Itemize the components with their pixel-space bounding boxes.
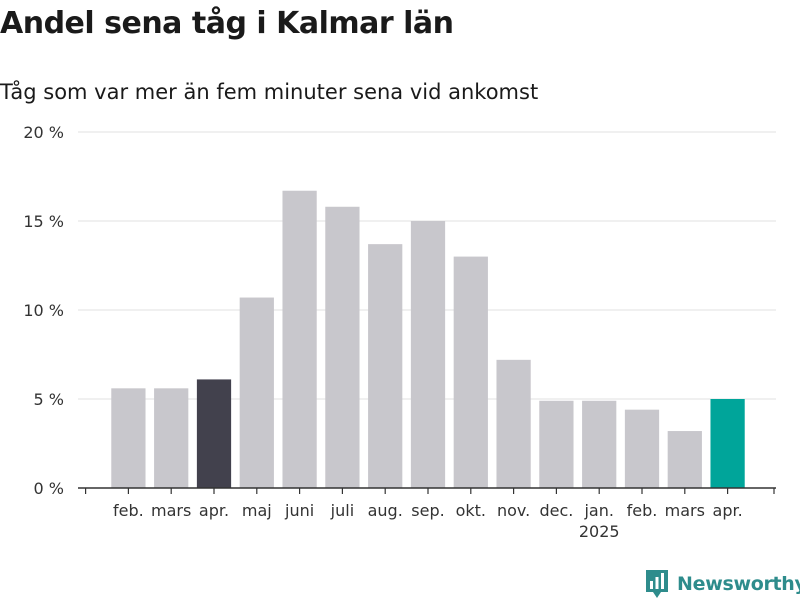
bar	[582, 400, 617, 488]
bars	[111, 190, 745, 489]
bar	[325, 206, 360, 488]
bar	[111, 388, 146, 488]
chart-title: Andel sena tåg i Kalmar län	[0, 6, 454, 41]
y-axis-ticks: 0 % 5 % 10 % 15 % 20 %	[23, 123, 64, 498]
bar	[710, 399, 745, 488]
bar	[667, 431, 702, 488]
bar	[368, 244, 403, 488]
y-tick-label: 15 %	[23, 212, 64, 231]
x-tick-label: mars	[665, 501, 705, 520]
x-tick-label: jan.	[583, 501, 613, 520]
x-tick-label: feb.	[113, 501, 144, 520]
x-tick-label: juni	[284, 501, 314, 520]
x-tick-label: aug.	[368, 501, 403, 520]
x-axis-ticks: feb. mars apr. maj juni juli aug. sep. okt. nov. d…	[113, 501, 743, 541]
x-tick-label: apr.	[713, 501, 743, 520]
bar	[624, 409, 660, 488]
bar	[453, 256, 488, 488]
x-tick-label: nov.	[497, 501, 530, 520]
x-axis	[78, 487, 776, 494]
x-tick-label: okt.	[456, 501, 486, 520]
x-tick-label: dec.	[539, 501, 573, 520]
x-year-label: 2025	[579, 522, 620, 541]
x-tick-label: mars	[151, 501, 191, 520]
bar	[239, 297, 274, 488]
chart-subtitle: Tåg som var mer än fem minuter sena vid …	[0, 80, 539, 104]
bar	[410, 221, 446, 488]
y-tick-label: 0 %	[34, 479, 64, 498]
x-tick-label: maj	[242, 501, 272, 520]
bar	[496, 359, 531, 488]
brand-name: Newsworthy	[677, 573, 800, 595]
y-tick-label: 20 %	[23, 123, 64, 142]
bar	[282, 190, 317, 489]
newsworthy-logo-icon	[646, 570, 668, 598]
x-tick-label: apr.	[199, 501, 229, 520]
y-tick-label: 10 %	[23, 301, 64, 320]
x-tick-label: feb.	[627, 501, 658, 520]
x-tick-label: sep.	[411, 501, 444, 520]
bar	[539, 400, 574, 488]
y-tick-label: 5 %	[34, 390, 64, 409]
brand-logo: Newsworthy	[644, 568, 800, 600]
bar	[196, 379, 232, 488]
x-tick-label: juli	[330, 501, 354, 520]
bar	[154, 388, 189, 488]
